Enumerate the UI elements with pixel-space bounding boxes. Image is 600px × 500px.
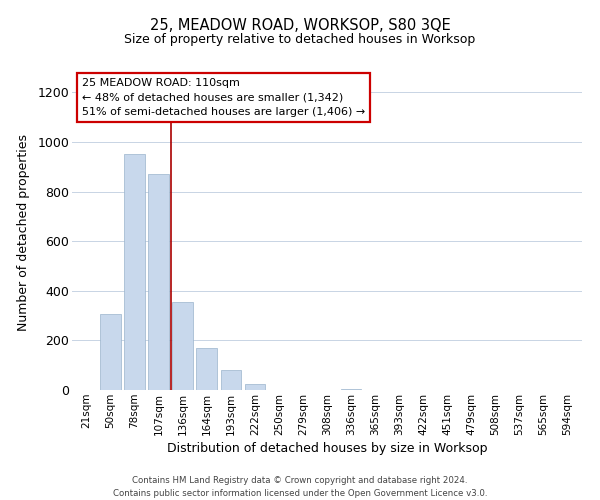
Bar — [148, 174, 169, 390]
Bar — [221, 370, 241, 390]
Bar — [124, 154, 145, 390]
Bar — [172, 302, 193, 390]
Text: 25, MEADOW ROAD, WORKSOP, S80 3QE: 25, MEADOW ROAD, WORKSOP, S80 3QE — [149, 18, 451, 32]
Bar — [341, 389, 361, 390]
X-axis label: Distribution of detached houses by size in Worksop: Distribution of detached houses by size … — [167, 442, 487, 455]
Bar — [100, 314, 121, 390]
Bar — [196, 348, 217, 390]
Text: Size of property relative to detached houses in Worksop: Size of property relative to detached ho… — [124, 32, 476, 46]
Text: 25 MEADOW ROAD: 110sqm
← 48% of detached houses are smaller (1,342)
51% of semi-: 25 MEADOW ROAD: 110sqm ← 48% of detached… — [82, 78, 365, 117]
Bar — [245, 384, 265, 390]
Y-axis label: Number of detached properties: Number of detached properties — [17, 134, 31, 331]
Text: Contains HM Land Registry data © Crown copyright and database right 2024.
Contai: Contains HM Land Registry data © Crown c… — [113, 476, 487, 498]
